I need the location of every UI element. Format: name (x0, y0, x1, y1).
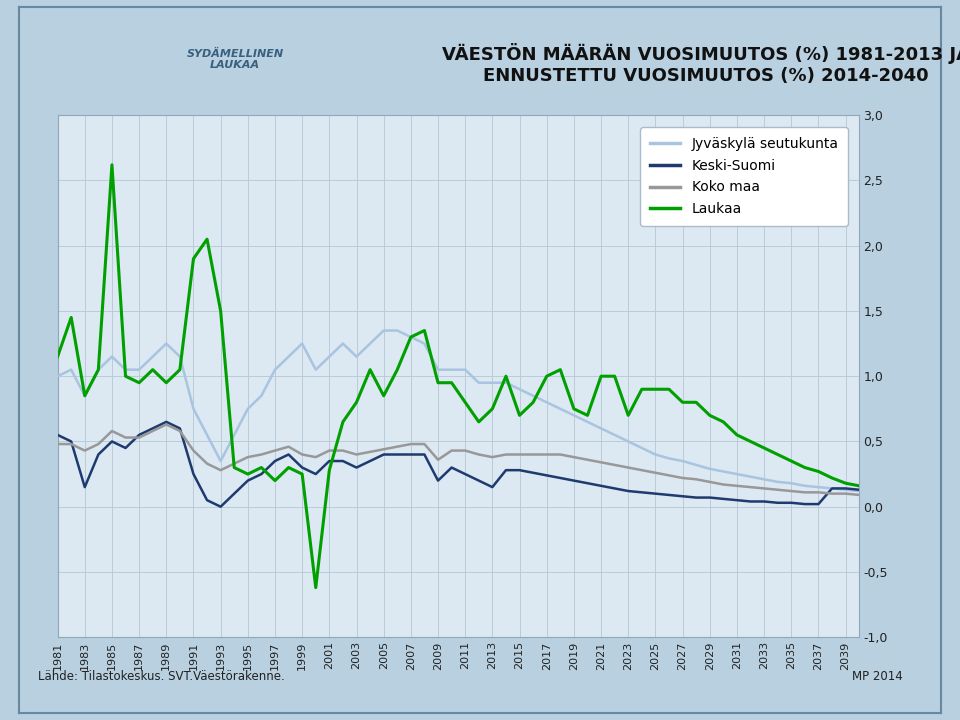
Text: Lähde: Tilastokeskus. SVT.Väestörakenne.: Lähde: Tilastokeskus. SVT.Väestörakenne. (38, 670, 285, 683)
Legend: Jyväskylä seutukunta, Keski-Suomi, Koko maa, Laukaa: Jyväskylä seutukunta, Keski-Suomi, Koko … (640, 127, 849, 226)
Text: MP 2014: MP 2014 (852, 670, 902, 683)
Text: ENNUSTETTU VUOSIMUUTOS (%) 2014-2040: ENNUSTETTU VUOSIMUUTOS (%) 2014-2040 (483, 67, 928, 85)
Text: SYDÄMELLINEN
LAUKAA: SYDÄMELLINEN LAUKAA (186, 48, 284, 71)
Text: VÄESTÖN MÄÄRÄN VUOSIMUUTOS (%) 1981-2013 JA: VÄESTÖN MÄÄRÄN VUOSIMUUTOS (%) 1981-2013… (442, 42, 960, 64)
